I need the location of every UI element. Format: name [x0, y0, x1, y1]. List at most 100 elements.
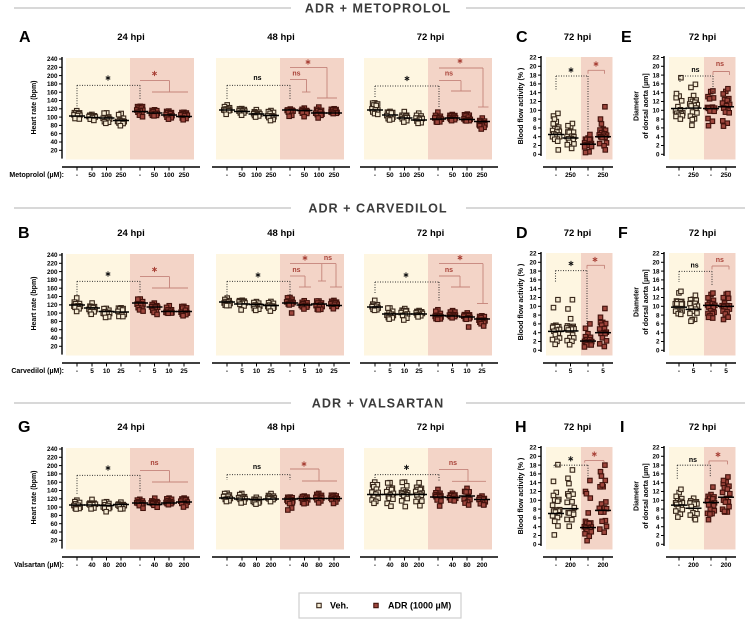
svg-text:Metoprolol (µM):: Metoprolol (µM):: [9, 172, 64, 179]
svg-text:140: 140: [47, 98, 58, 105]
svg-text:120: 120: [47, 302, 58, 309]
svg-text:100: 100: [47, 504, 58, 511]
svg-text:ns: ns: [691, 67, 699, 74]
svg-text:22: 22: [529, 251, 537, 258]
svg-text:250: 250: [414, 172, 425, 179]
svg-text:50: 50: [238, 172, 246, 179]
svg-text:-: -: [76, 172, 78, 179]
svg-text:Veh.: Veh.: [330, 601, 349, 611]
svg-text:10: 10: [463, 368, 471, 375]
svg-text:I: I: [620, 419, 624, 436]
svg-text:22: 22: [652, 251, 660, 258]
svg-text:20: 20: [529, 454, 537, 461]
svg-text:Valsartan (µM):: Valsartan (µM):: [14, 562, 64, 569]
svg-text:5: 5: [240, 368, 244, 375]
svg-text:20: 20: [652, 454, 660, 461]
svg-text:10: 10: [165, 368, 173, 375]
svg-text:40: 40: [301, 562, 309, 569]
svg-text:22: 22: [652, 445, 660, 452]
svg-text:Diameter: Diameter: [634, 287, 641, 317]
svg-text:ns: ns: [449, 460, 457, 467]
svg-text:ns: ns: [253, 464, 261, 471]
svg-text:14: 14: [652, 480, 660, 487]
svg-text:80: 80: [50, 319, 58, 326]
svg-text:2: 2: [533, 143, 537, 150]
svg-text:240: 240: [47, 252, 58, 259]
svg-text:ns: ns: [292, 267, 300, 274]
svg-text:60: 60: [50, 327, 58, 334]
svg-text:12: 12: [529, 295, 537, 302]
svg-text:48 hpi: 48 hpi: [267, 32, 294, 43]
svg-text:8: 8: [656, 312, 660, 319]
svg-text:0: 0: [533, 152, 537, 159]
svg-text:72 hpi: 72 hpi: [689, 228, 716, 239]
svg-text:4: 4: [533, 134, 537, 141]
svg-text:12: 12: [529, 99, 537, 106]
svg-text:200: 200: [179, 562, 190, 569]
svg-text:12: 12: [652, 295, 660, 302]
svg-text:18: 18: [529, 462, 537, 469]
svg-text:25: 25: [330, 368, 338, 375]
svg-text:25: 25: [180, 368, 188, 375]
svg-text:25: 25: [478, 368, 486, 375]
svg-text:-: -: [289, 172, 291, 179]
svg-text:ns: ns: [445, 267, 453, 274]
svg-text:22: 22: [652, 55, 660, 62]
svg-text:Blood flow activity (% ): Blood flow activity (% ): [518, 458, 525, 535]
svg-text:250: 250: [688, 172, 699, 179]
svg-text:14: 14: [529, 480, 537, 487]
svg-text:220: 220: [47, 65, 58, 72]
svg-text:10: 10: [529, 498, 537, 505]
svg-text:2: 2: [656, 143, 660, 150]
svg-text:72 hpi: 72 hpi: [564, 32, 591, 43]
svg-text:0: 0: [656, 152, 660, 159]
svg-text:250: 250: [179, 172, 190, 179]
svg-text:-: -: [587, 562, 589, 569]
svg-text:ns: ns: [253, 75, 261, 82]
svg-text:ns: ns: [292, 71, 300, 78]
svg-text:-: -: [555, 172, 557, 179]
svg-text:48 hpi: 48 hpi: [267, 228, 294, 239]
svg-text:8: 8: [656, 116, 660, 123]
svg-text:24 hpi: 24 hpi: [117, 228, 144, 239]
svg-text:220: 220: [47, 261, 58, 268]
svg-text:180: 180: [47, 471, 58, 478]
svg-text:-: -: [437, 172, 439, 179]
svg-text:80: 80: [463, 562, 471, 569]
svg-text:80: 80: [50, 123, 58, 130]
svg-text:0: 0: [656, 348, 660, 355]
svg-text:120: 120: [47, 496, 58, 503]
svg-text:-: -: [226, 368, 228, 375]
svg-text:-: -: [226, 172, 228, 179]
svg-text:5: 5: [451, 368, 455, 375]
svg-text:-: -: [289, 562, 291, 569]
svg-text:F: F: [618, 225, 628, 242]
svg-text:100: 100: [314, 172, 325, 179]
svg-text:D: D: [516, 225, 528, 242]
svg-text:200: 200: [47, 463, 58, 470]
svg-text:40: 40: [449, 562, 457, 569]
svg-text:ns: ns: [716, 61, 724, 68]
svg-text:of dorsal aorta [µm]: of dorsal aorta [µm]: [643, 269, 650, 335]
svg-text:Heart rate (bpm): Heart rate (bpm): [31, 470, 38, 524]
svg-text:8: 8: [533, 506, 537, 513]
svg-text:22: 22: [529, 55, 537, 62]
svg-text:ns: ns: [689, 457, 697, 464]
svg-text:60: 60: [50, 131, 58, 138]
svg-text:ns: ns: [445, 71, 453, 78]
svg-text:100: 100: [399, 172, 410, 179]
svg-text:Blood flow activity (% ): Blood flow activity (% ): [518, 264, 525, 341]
svg-text:-: -: [587, 368, 589, 375]
svg-text:10: 10: [401, 368, 409, 375]
svg-text:12: 12: [652, 489, 660, 496]
svg-text:16: 16: [652, 81, 660, 88]
svg-text:5: 5: [692, 368, 696, 375]
svg-text:6: 6: [656, 321, 660, 328]
svg-text:20: 20: [529, 64, 537, 71]
svg-text:-: -: [437, 562, 439, 569]
svg-text:22: 22: [529, 445, 537, 452]
svg-text:40: 40: [50, 139, 58, 146]
svg-text:16: 16: [529, 277, 537, 284]
svg-text:20: 20: [652, 64, 660, 71]
svg-text:ADR + VALSARTAN: ADR + VALSARTAN: [312, 397, 444, 411]
